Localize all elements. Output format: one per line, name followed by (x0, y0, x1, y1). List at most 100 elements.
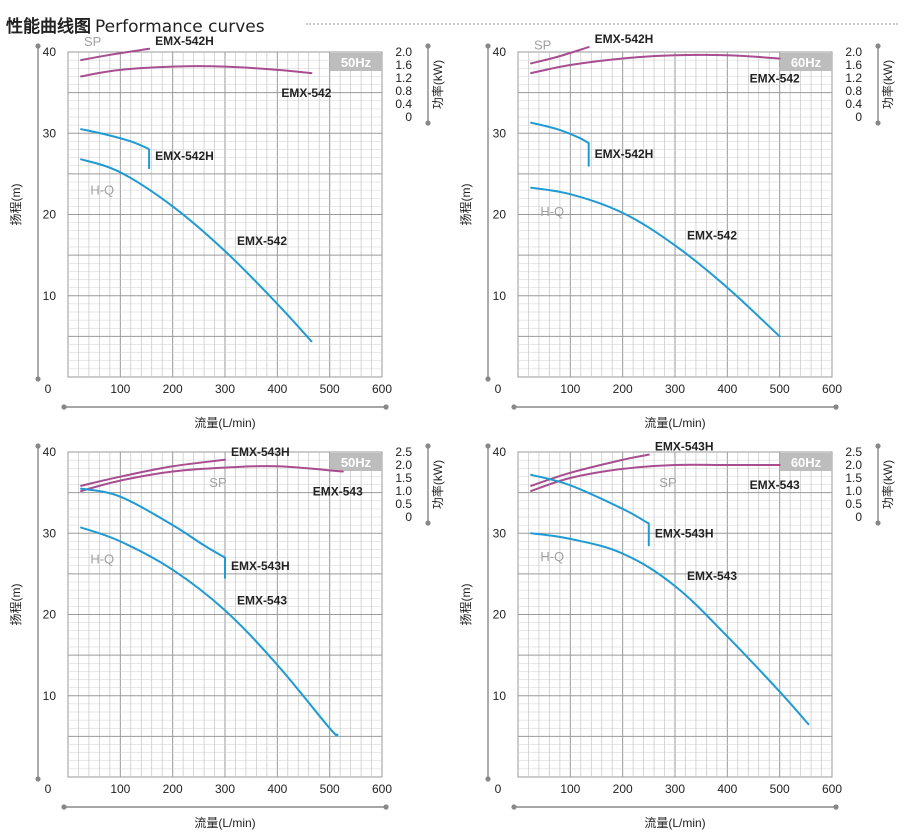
series-label: EMX-542 (750, 72, 800, 86)
y-tick-label: 20 (43, 608, 57, 622)
x-axis-end-dot (383, 404, 389, 410)
y2-tick-label: 1.6 (845, 58, 862, 72)
x-tick-label: 500 (770, 382, 790, 396)
y-tick-label: 30 (43, 526, 57, 540)
page-title-main: 性能曲线图 (6, 17, 91, 37)
page-header: 性能曲线图 Performance curves (6, 4, 902, 38)
y2-tick-label: 0.4 (845, 97, 862, 111)
header-divider (306, 23, 898, 25)
x-tick-label: 100 (110, 382, 130, 396)
x-axis-end-dot (833, 404, 839, 410)
y2-tick-label: 0.8 (395, 84, 412, 98)
x-tick-label: 200 (613, 782, 633, 796)
y-axis-end-dot (485, 776, 491, 782)
hq-group-label: H-Q (90, 182, 114, 197)
x-tick-label: 200 (163, 382, 183, 396)
y-tick-label: 20 (493, 608, 507, 622)
series-label: EMX-543 (237, 593, 287, 607)
series-label: EMX-542 (237, 234, 287, 248)
y-tick-label: 30 (493, 526, 507, 540)
x-tick-label: 400 (717, 782, 737, 796)
hq-group-label: H-Q (540, 549, 564, 564)
y2-axis-label: 功率(kW) (430, 60, 445, 109)
hq-curve-emx-543h (530, 473, 650, 547)
y-tick-label: 20 (493, 208, 507, 222)
y-axis-label: 扬程(m) (458, 584, 473, 626)
y2-axis-end-dot (875, 120, 881, 126)
series-label: EMX-543H (231, 559, 290, 573)
series-label: EMX-543H (231, 445, 290, 459)
y-tick-label: 40 (43, 45, 57, 59)
sp-curve-emx-543h (530, 453, 650, 487)
sp-curve-emx-542h (530, 46, 590, 65)
series-label: EMX-543H (655, 526, 714, 540)
y2-axis-label: 功率(kW) (880, 60, 895, 109)
x-tick-label: 500 (320, 382, 340, 396)
x-tick-label: 500 (320, 782, 340, 796)
x-axis-end-dot (511, 404, 517, 410)
sp-curve-emx-542 (80, 65, 313, 78)
x-tick-label: 0 (495, 782, 502, 796)
x-tick-label: 100 (110, 782, 130, 796)
y2-tick-label: 1.6 (395, 58, 412, 72)
y-tick-label: 30 (43, 126, 57, 140)
y2-tick-label: 2.0 (845, 458, 862, 472)
series-label: EMX-542H (595, 32, 654, 46)
y-axis-end-dot (485, 376, 491, 382)
y2-tick-label: 1.0 (845, 484, 862, 498)
y-axis-label: 扬程(m) (458, 184, 473, 226)
y2-tick-label: 2.5 (845, 445, 862, 459)
y-tick-label: 40 (43, 445, 57, 459)
series-label: EMX-542H (595, 147, 654, 161)
plot-grid (67, 51, 383, 378)
x-tick-label: 200 (163, 782, 183, 796)
x-tick-label: 300 (665, 382, 685, 396)
y2-tick-label: 2.5 (395, 445, 412, 459)
y2-tick-label: 0.5 (845, 497, 862, 511)
page-title: 性能曲线图 Performance curves (6, 12, 265, 37)
x-tick-label: 500 (770, 782, 790, 796)
y2-tick-label: 0 (405, 110, 412, 124)
y2-tick-label: 0 (405, 510, 412, 524)
y2-tick-label: 2.0 (845, 45, 862, 59)
frequency-badge-label: 50Hz (341, 55, 372, 70)
y2-tick-label: 0 (855, 510, 862, 524)
hq-curve-emx-542 (530, 186, 781, 338)
series-label: EMX-542H (155, 34, 214, 48)
x-tick-label: 600 (822, 782, 842, 796)
y2-axis-end-dot (425, 43, 431, 49)
sp-curve-emx-542 (530, 53, 781, 75)
y2-tick-label: 0.8 (845, 84, 862, 98)
frequency-badge-label: 60Hz (791, 455, 822, 470)
x-tick-label: 600 (822, 382, 842, 396)
x-tick-label: 600 (372, 382, 392, 396)
series-label: EMX-542H (155, 149, 214, 163)
hq-curve-emx-542h (530, 121, 590, 167)
frequency-badge (780, 453, 832, 471)
y2-tick-label: 0.5 (395, 497, 412, 511)
y2-tick-label: 1.5 (395, 471, 412, 485)
page-title-subtitle: Performance curves (95, 17, 265, 37)
hq-curve-emx-542h (80, 128, 151, 170)
x-axis-label: 流量(L/min) (194, 816, 255, 830)
y2-axis-end-dot (875, 43, 881, 49)
plot-grid (67, 451, 383, 778)
y2-tick-label: 0 (855, 110, 862, 124)
y-tick-label: 40 (493, 445, 507, 459)
series-label: EMX-542 (687, 228, 737, 242)
x-tick-label: 400 (267, 782, 287, 796)
x-axis-end-dot (61, 804, 67, 810)
y-tick-label: 10 (493, 689, 507, 703)
x-tick-label: 0 (45, 782, 52, 796)
x-tick-label: 300 (665, 782, 685, 796)
plot-grid (517, 451, 833, 778)
x-axis-label: 流量(L/min) (194, 416, 255, 430)
x-tick-label: 100 (560, 782, 580, 796)
x-tick-label: 300 (215, 382, 235, 396)
x-axis-end-dot (383, 804, 389, 810)
series-label: EMX-543 (313, 485, 363, 499)
x-tick-label: 600 (372, 782, 392, 796)
sp-group-label: SP (534, 37, 551, 52)
